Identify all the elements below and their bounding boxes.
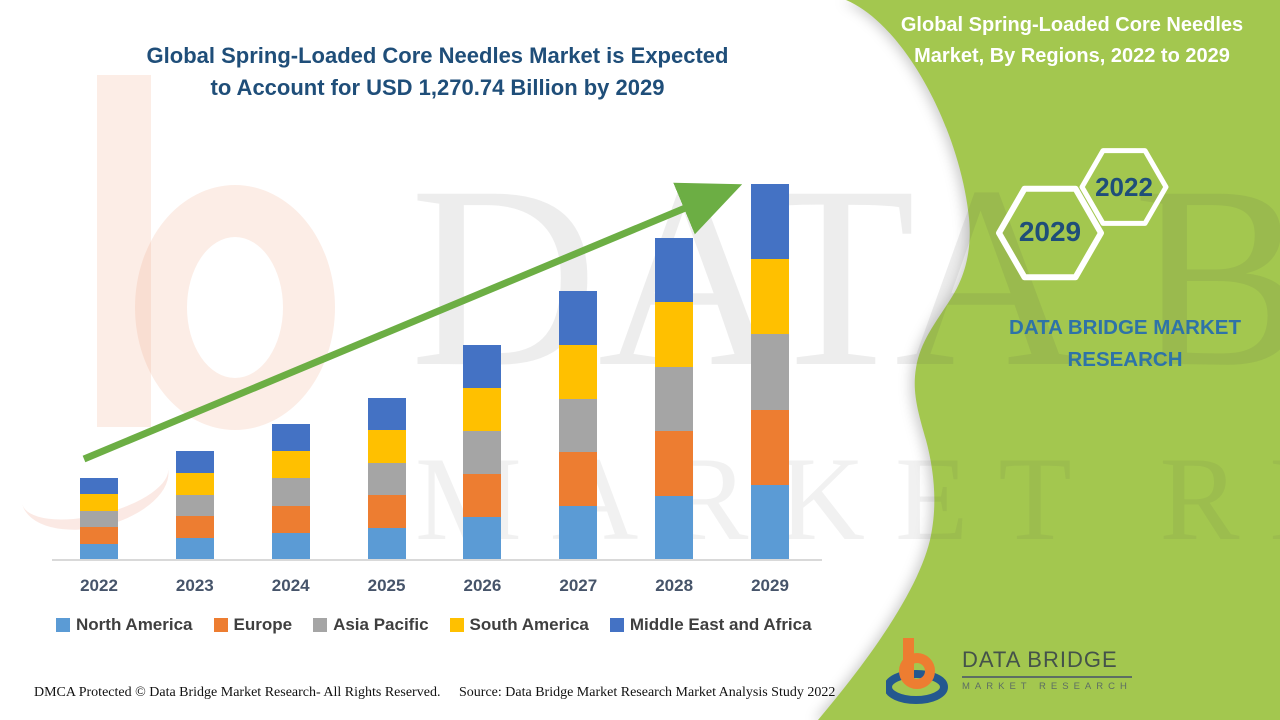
x-label-2026: 2026 [463,576,502,595]
segment-asia-pacific [655,366,694,432]
x-label-2022: 2022 [80,576,118,595]
segment-middle-east-and-africa [655,238,694,303]
legend-item-europe: Europe [213,615,293,635]
segment-south-america [271,451,310,479]
logo-b-bowl [899,653,935,689]
page-title-line1: Global Spring-Loaded Core Needles Market… [146,43,729,68]
legend-item-middle-east-and-africa: Middle East and Africa [609,615,812,635]
segment-south-america [367,430,406,463]
legend-label: Europe [233,615,293,634]
legend-swatch [213,618,228,632]
legend-label: North America [76,615,193,634]
logo-swoosh [886,670,948,704]
segment-europe [367,495,406,528]
x-label-2029: 2029 [751,576,789,595]
page-title: Global Spring-Loaded Core Needles Market… [0,40,875,104]
segment-south-america [655,302,694,367]
segment-europe [559,452,598,507]
brand-wordmark-line1: DATA BRIDGE MARKET [1009,316,1241,339]
panel-title: Global Spring-Loaded Core Needles Market… [872,10,1272,72]
bar-2027 [559,291,598,560]
segment-south-america [751,259,789,335]
panel-title-line1: Global Spring-Loaded Core Needles [900,14,1244,36]
page-title-line2: to Account for USD 1,270.74 Billion by 2… [210,75,665,100]
bar-2024 [271,423,310,560]
segment-europe [655,431,694,496]
x-label-2025: 2025 [367,576,406,595]
segment-north-america [175,538,214,560]
hexagon-year-2022: 2022 [1095,172,1153,202]
segment-europe [271,505,310,533]
segment-europe [463,473,502,517]
bar-2028 [655,238,694,560]
panel-title-line2: Market, By Regions, 2022 to 2029 [914,45,1230,67]
databridge-logo: DATA BRIDGE MARKET RESEARCH [886,634,1132,704]
legend-label: Middle East and Africa [629,615,812,634]
segment-north-america [751,484,789,560]
x-label-2028: 2028 [655,576,694,595]
segment-asia-pacific [271,478,310,506]
segment-north-america [559,506,598,560]
legend-swatch [449,618,464,632]
legend-item-north-america: North America [56,615,193,635]
segment-asia-pacific [559,398,598,453]
databridge-logo-icon [886,638,948,704]
legend-swatch [56,618,70,632]
segment-middle-east-and-africa [175,451,214,473]
segment-middle-east-and-africa [751,184,789,260]
segment-europe [175,516,214,539]
segment-asia-pacific [463,430,502,474]
legend-label: Asia Pacific [333,615,429,634]
hexagon-year-2029: 2029 [1018,216,1082,247]
segment-middle-east-and-africa [463,344,502,388]
segment-north-america [367,527,406,560]
segment-middle-east-and-africa [80,478,118,495]
logo-name: DATA BRIDGE [962,647,1132,678]
logo-sub: MARKET RESEARCH [962,680,1132,692]
legend-label: South America [469,615,589,634]
segment-asia-pacific [175,494,214,517]
logo-text: DATA BRIDGE MARKET RESEARCH [962,647,1132,692]
segment-asia-pacific [751,334,789,410]
x-label-2024: 2024 [271,576,310,595]
bar-2025 [367,397,406,560]
segment-north-america [463,516,502,560]
segment-middle-east-and-africa [271,423,310,452]
segment-middle-east-and-africa [559,291,598,345]
segment-south-america [175,472,214,495]
bar-2023 [175,451,214,560]
segment-middle-east-and-africa [367,397,406,431]
x-axis-line [52,559,822,561]
legend-swatch [313,618,328,632]
brand-wordmark-line2: RESEARCH [1067,348,1183,371]
brand-wordmark: DATA BRIDGE MARKET RESEARCH [955,312,1280,376]
segment-north-america [655,495,694,560]
segment-south-america [80,494,118,511]
segment-europe [80,527,118,544]
segment-north-america [80,543,118,560]
dmca-text: DMCA Protected © Data Bridge Market Rese… [34,685,441,700]
legend-item-asia-pacific: Asia Pacific [313,615,429,635]
segment-europe [751,409,789,485]
chart-legend: North America Europe Asia Pacific South Ame… [56,615,812,635]
segment-asia-pacific [367,462,406,496]
x-label-2023: 2023 [175,576,214,595]
segment-asia-pacific [80,510,118,528]
legend-item-south-america: South America [449,615,589,635]
bar-2022 [80,478,118,560]
x-label-2027: 2027 [559,576,598,595]
source-text: Source: Data Bridge Market Research Mark… [459,685,836,700]
legend-swatch [609,618,624,632]
bar-2029 [751,184,789,560]
bar-2026 [463,344,502,560]
segment-south-america [463,387,502,431]
segment-north-america [271,532,310,560]
segment-south-america [559,344,598,399]
